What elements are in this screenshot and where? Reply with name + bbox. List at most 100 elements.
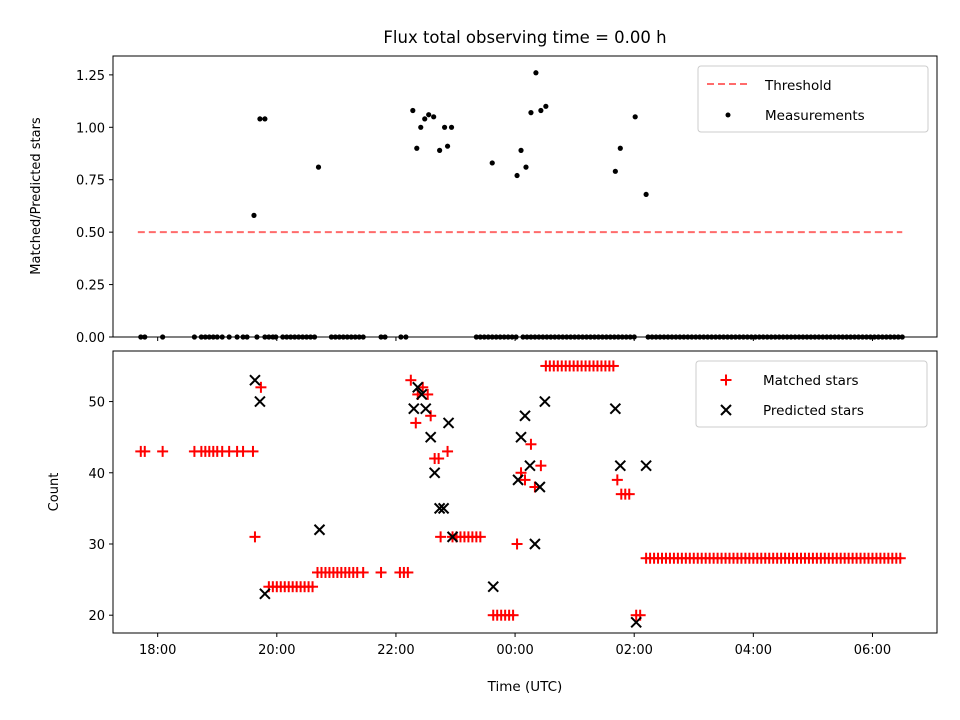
measurement-point	[528, 110, 534, 116]
measurement-point	[431, 114, 437, 120]
top-panel: 0.00 0.25 0.50 0.75 1.00 1.25 Matched/Predict…	[29, 55, 938, 346]
measurement-point	[543, 103, 549, 109]
bottom-marks	[135, 360, 906, 629]
measurement-point	[612, 168, 618, 174]
predicted-star-point-b	[259, 588, 271, 600]
measurement-point	[422, 116, 428, 122]
x-tick-label: 00:00	[496, 643, 533, 658]
matched-star-point	[357, 566, 369, 578]
measurement-point	[414, 145, 420, 151]
matched-star-point	[237, 445, 249, 457]
bottom-y-tick-label: 20	[88, 609, 105, 624]
predicted-star-point	[416, 388, 428, 401]
legend-predicted-label: Predicted stars	[763, 403, 864, 419]
predicted-star-point-b	[416, 388, 428, 401]
bottom-legend: Matched stars Predicted stars	[695, 360, 928, 428]
predicted-star-point	[609, 402, 622, 415]
measurement-point	[441, 124, 448, 130]
predicted-star-point-b	[437, 502, 450, 515]
legend-matched-plus	[720, 374, 732, 386]
legend-matched-label: Matched stars	[763, 373, 859, 389]
x-tick-label: 04:00	[735, 643, 772, 658]
predicted-star-point-b	[249, 374, 261, 386]
top-y-tick-label: 0.00	[76, 331, 105, 346]
bottom-y-tick-label: 50	[88, 396, 105, 411]
predicted-star-point	[424, 431, 437, 443]
matched-star-point	[535, 460, 547, 472]
predicted-star-point-b	[609, 402, 622, 415]
matched-star-point	[375, 566, 387, 578]
matched-star-point	[607, 360, 619, 372]
top-y-tick-label: 0.50	[76, 226, 105, 241]
x-axis-label: Time (UTC)	[487, 679, 563, 695]
x-tick-label: 06:00	[854, 643, 891, 658]
predicted-star-point	[512, 474, 524, 486]
predicted-star-point-b	[539, 395, 551, 408]
matched-star-point	[422, 388, 434, 400]
matched-star-point	[402, 566, 414, 578]
bottom-y-axis-label: Count	[47, 473, 62, 512]
matched-star-point	[894, 552, 906, 564]
predicted-star-point	[428, 467, 441, 479]
measurement-point	[437, 147, 443, 153]
bottom-y-ticks: 20 30 40 50	[88, 396, 113, 624]
predicted-star-point-b	[313, 524, 326, 536]
predicted-star-point-b	[428, 467, 441, 479]
measurement-point	[448, 124, 455, 130]
matched-star-point	[247, 445, 259, 457]
predicted-star-point	[313, 524, 326, 536]
legend-threshold-label: Threshold	[764, 78, 832, 94]
top-y-tick-label: 0.25	[76, 279, 105, 294]
predicted-star-point-b	[534, 481, 546, 493]
legend-predicted-marker	[720, 404, 732, 416]
legend-predicted-cross	[720, 404, 732, 416]
measurement-point	[632, 114, 638, 120]
measurement-point	[262, 116, 268, 122]
predicted-star-point-b	[512, 474, 524, 486]
predicted-star-point	[408, 402, 420, 415]
measurement-point	[410, 107, 416, 114]
matched-star-point	[425, 410, 437, 422]
top-y-tick-label: 1.00	[76, 121, 105, 136]
predicted-star-point	[519, 410, 531, 422]
measurement-point	[257, 116, 263, 122]
matched-star-point	[507, 609, 519, 621]
predicted-star-point-b	[442, 417, 455, 429]
predicted-star-point	[446, 531, 459, 543]
matched-star-point	[519, 474, 531, 486]
predicted-star-point	[433, 502, 446, 515]
legend-matched-marker	[720, 374, 732, 386]
predicted-star-point	[630, 616, 642, 629]
measurement-point	[617, 145, 623, 151]
measurement-point	[643, 191, 649, 198]
predicted-star-point-b	[614, 459, 627, 472]
matched-star-point	[410, 417, 422, 429]
measurement-point	[518, 147, 524, 153]
top-y-tick-label: 0.75	[76, 174, 105, 189]
bottom-y-tick-label: 30	[88, 538, 105, 553]
predicted-star-point-b	[529, 538, 541, 550]
matched-star-point	[623, 488, 635, 500]
legend-measurements-label: Measurements	[765, 108, 865, 124]
figure-title: Flux total observing time = 0.00 h	[383, 28, 666, 47]
top-y-ticks: 0.00 0.25 0.50 0.75 1.00 1.25	[76, 69, 113, 346]
matched-star-point	[611, 474, 623, 486]
matched-star-point	[525, 438, 537, 450]
matched-star-point	[139, 445, 151, 457]
measurement-point	[489, 160, 495, 166]
top-y-axis-label: Matched/Predicted stars	[29, 117, 44, 275]
measurement-point	[514, 172, 520, 179]
matched-star-point	[157, 445, 169, 457]
measurement-point	[251, 212, 257, 218]
predicted-star-point-b	[524, 459, 536, 472]
predicted-star-point-b	[515, 431, 527, 443]
predicted-star-point-b	[519, 410, 531, 422]
measurement-point	[533, 70, 539, 76]
bottom-legend-box	[695, 360, 928, 428]
bottom-panel: 20 30 40 50 18:00 20:00 22:00 00:00 02:00 04:00 0…	[47, 350, 938, 695]
predicted-star-point	[437, 502, 450, 515]
predicted-star-point	[412, 381, 424, 394]
predicted-star-point	[254, 395, 266, 408]
matched-star-point	[249, 531, 261, 543]
